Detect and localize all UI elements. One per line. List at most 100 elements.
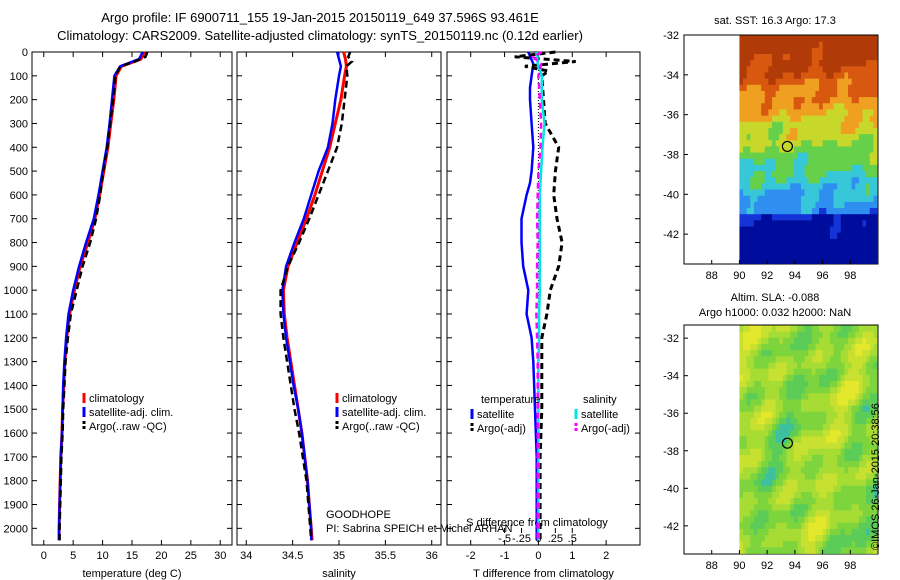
- x-tick-label: 10: [96, 550, 108, 562]
- map-y-tick-label: -34: [663, 371, 679, 383]
- profile-panel-2-frame: [236, 51, 442, 546]
- sst-map-profile-marker: [781, 140, 793, 153]
- map-y-tick-label: -38: [663, 149, 679, 161]
- diff-series-line-1: [520, 51, 538, 541]
- map-y-tick-label: -38: [663, 446, 679, 458]
- y-tick-label: 1700: [4, 452, 28, 464]
- y-tick-label: 1900: [4, 500, 28, 512]
- x-tick-label: 1: [569, 550, 575, 562]
- map-x-tick-label: 90: [733, 270, 745, 282]
- map-y-tick-label: -34: [663, 70, 679, 82]
- legend-label: satellite: [477, 409, 514, 421]
- x-axis-label: salinity: [322, 568, 356, 580]
- x-tick-label: 34.5: [282, 550, 303, 562]
- y-tick-label: 1400: [4, 380, 28, 392]
- y-tick-label: 2000: [4, 523, 28, 535]
- x-tick-label: 35.5: [375, 550, 396, 562]
- sla-map-profile-marker: [781, 437, 793, 449]
- x-tick-label: 2: [603, 550, 609, 562]
- map-y-tick-label: -42: [663, 521, 679, 533]
- series-line-2-3: [279, 51, 354, 541]
- legend-label: satellite: [581, 409, 618, 421]
- map-x-tick-label: 98: [844, 560, 856, 572]
- x2-tick-label: .5: [568, 533, 577, 545]
- y-tick-label: 1100: [4, 309, 28, 321]
- y-tick-label: 1500: [4, 404, 28, 416]
- diff-series-line-2: [514, 50, 576, 541]
- chart-title-line-2: Climatology: CARS2009. Satellite-adjuste…: [57, 28, 583, 43]
- sla-map-subtitle: Argo h1000: 0.032 h2000: NaN: [699, 307, 851, 319]
- x-tick-label: 5: [70, 550, 76, 562]
- map-y-tick-label: -36: [663, 408, 679, 420]
- x-tick-label: 30: [214, 550, 226, 562]
- copyright-credit: ©IMOS 26-Jan-2015 20:38:56: [870, 403, 882, 550]
- sst-map-grid: [739, 35, 878, 264]
- x-tick-label: 36: [426, 550, 438, 562]
- sla-map-grid: [739, 325, 878, 554]
- map-y-tick-label: -32: [663, 333, 679, 345]
- x-tick-label: 0: [535, 550, 541, 562]
- map-y-tick-label: -32: [663, 30, 679, 42]
- x-tick-label: 35: [333, 550, 345, 562]
- profile-panel-1-frame: [31, 51, 233, 546]
- x-tick-label: -1: [500, 550, 510, 562]
- legend-label: satellite-adj. clim.: [342, 407, 426, 419]
- map-x-tick-label: 94: [789, 560, 801, 572]
- map-x-tick-label: 88: [706, 270, 718, 282]
- map-x-tick-label: 96: [816, 560, 828, 572]
- y-tick-label: 1300: [4, 357, 28, 369]
- legend-label: satellite-adj. clim.: [89, 407, 173, 419]
- legend-label: Argo(-adj): [477, 423, 526, 435]
- legend-title-salinity: salinity: [583, 394, 617, 406]
- legend-label: climatology: [89, 393, 145, 405]
- map-x-tick-label: 88: [706, 560, 718, 572]
- y-tick-label: 400: [10, 142, 28, 154]
- y-tick-label: 100: [10, 71, 28, 83]
- map-x-tick-label: 92: [761, 270, 773, 282]
- legend-label: climatology: [342, 393, 398, 405]
- map-x-tick-label: 96: [816, 270, 828, 282]
- legend-title-temperature: temperature: [481, 394, 540, 406]
- map-y-tick-label: -42: [663, 229, 679, 241]
- y-tick-label: 300: [10, 118, 28, 130]
- legend-label: Argo(..raw -QC): [89, 421, 167, 433]
- x-tick-label: 25: [185, 550, 197, 562]
- series-line-2-2: [281, 51, 343, 541]
- sst-map-title: sat. SST: 16.3 Argo: 17.3: [714, 15, 836, 27]
- y-tick-label: 1200: [4, 333, 28, 345]
- x2-tick-label: .25: [548, 533, 563, 545]
- x-tick-label: 20: [155, 550, 167, 562]
- x-tick-label: 15: [126, 550, 138, 562]
- map-y-tick-label: -40: [663, 189, 679, 201]
- series-line-1-3: [58, 51, 149, 541]
- x2-tick-label: -.25: [512, 533, 531, 545]
- y-tick-label: 800: [10, 238, 28, 250]
- diff-series-line-3: [535, 51, 546, 541]
- legend-label: Argo(-adj): [581, 423, 630, 435]
- map-x-tick-label: 92: [761, 560, 773, 572]
- x-tick-label: -2: [466, 550, 476, 562]
- y-tick-label: 200: [10, 95, 28, 107]
- annotation-project: GOODHOPE: [326, 509, 391, 521]
- x-tick-label: 0: [41, 550, 47, 562]
- legend-label: Argo(..raw -QC): [342, 421, 420, 433]
- map-x-tick-label: 98: [844, 270, 856, 282]
- x-tick-label: 34: [240, 550, 252, 562]
- map-x-tick-label: 90: [733, 560, 745, 572]
- y-tick-label: 900: [10, 261, 28, 273]
- y-tick-label: 700: [10, 214, 28, 226]
- map-x-tick-label: 94: [789, 270, 801, 282]
- sla-map-title: Altim. SLA: -0.088: [731, 292, 820, 304]
- y-tick-label: 1600: [4, 428, 28, 440]
- x-axis-label: T difference from climatology: [473, 568, 614, 580]
- y-tick-label: 500: [10, 166, 28, 178]
- diff-series-line-4: [530, 50, 543, 541]
- y-tick-label: 600: [10, 190, 28, 202]
- y-tick-label: 1800: [4, 476, 28, 488]
- map-y-tick-label: -36: [663, 110, 679, 122]
- x-axis-label: temperature (deg C): [82, 568, 181, 580]
- map-y-tick-label: -40: [663, 483, 679, 495]
- x2-tick-label: -.5: [498, 533, 511, 545]
- y-tick-label: 1000: [4, 285, 28, 297]
